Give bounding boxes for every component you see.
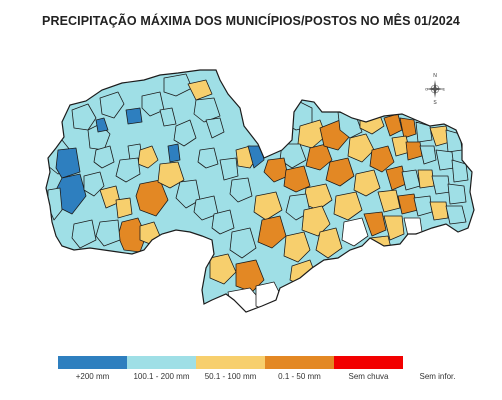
state-border xyxy=(45,69,475,313)
municipality xyxy=(175,179,201,209)
legend-item: 100.1 - 200 mm xyxy=(127,356,196,381)
municipality xyxy=(333,191,363,221)
municipality xyxy=(247,145,265,169)
municipality xyxy=(341,217,369,247)
legend-label: +200 mm xyxy=(75,372,110,381)
municipality xyxy=(353,169,381,197)
municipality xyxy=(263,157,289,183)
municipality xyxy=(55,147,81,179)
municipality xyxy=(159,107,177,127)
municipality xyxy=(209,253,237,285)
legend-label: 100.1 - 200 mm xyxy=(133,372,190,381)
legend-swatch xyxy=(127,356,196,369)
municipality xyxy=(419,145,437,165)
municipality xyxy=(315,227,343,259)
legend-swatch xyxy=(58,356,127,369)
legend-label: Sem infor. xyxy=(419,372,456,381)
municipality xyxy=(115,157,141,183)
municipality xyxy=(167,143,181,163)
legend-label: Sem chuva xyxy=(348,372,389,381)
municipality xyxy=(141,91,165,117)
compass-south: S xyxy=(433,100,437,106)
map-title: PRECIPITAÇÃO MÁXIMA DOS MUNICÍPIOS/POSTO… xyxy=(42,14,460,28)
municipality xyxy=(445,205,467,225)
municipality xyxy=(193,195,219,221)
legend-swatch xyxy=(196,356,265,369)
legend-item: Sem chuva xyxy=(334,356,403,381)
municipality xyxy=(257,215,287,249)
compass-east: E xyxy=(443,87,446,92)
municipality xyxy=(125,107,143,125)
municipality xyxy=(297,119,327,149)
municipality xyxy=(301,205,331,237)
compass-rose-icon: N O E S xyxy=(425,73,446,106)
municipality xyxy=(71,103,97,131)
municipality xyxy=(95,219,121,247)
municipalities-layer xyxy=(46,70,474,312)
legend-item: Sem infor. xyxy=(403,356,472,381)
municipality xyxy=(197,147,219,169)
legend-item: 50.1 - 100 mm xyxy=(196,356,265,381)
municipality xyxy=(187,79,213,101)
municipality xyxy=(83,171,105,197)
compass-north: N xyxy=(433,73,437,79)
municipality xyxy=(71,219,97,249)
municipality xyxy=(95,117,109,133)
legend-item: 0.1 - 50 mm xyxy=(265,356,334,381)
municipality xyxy=(399,117,417,139)
municipality xyxy=(363,211,387,237)
compass-west: O xyxy=(425,87,428,92)
legend: +200 mm 100.1 - 200 mm 50.1 - 100 mm 0.1 - … xyxy=(58,356,472,386)
municipality xyxy=(451,159,469,183)
municipality xyxy=(173,119,197,147)
municipality xyxy=(219,157,239,181)
legend-item: +200 mm xyxy=(58,356,127,381)
legend-label: 50.1 - 100 mm xyxy=(204,372,257,381)
municipality xyxy=(377,189,401,213)
municipality xyxy=(279,143,307,169)
municipality xyxy=(229,227,257,259)
legend-swatch xyxy=(403,356,472,369)
municipality xyxy=(157,161,185,189)
municipality xyxy=(429,201,449,221)
municipality xyxy=(229,177,253,203)
municipality xyxy=(383,215,405,241)
legend-label: 0.1 - 50 mm xyxy=(278,372,321,381)
municipality xyxy=(163,73,193,97)
legend-swatch xyxy=(334,356,403,369)
legend-swatch xyxy=(265,356,334,369)
municipality xyxy=(211,209,235,235)
municipality xyxy=(445,129,463,153)
municipality xyxy=(115,197,133,219)
municipality xyxy=(93,145,115,169)
municipality xyxy=(283,165,311,193)
municipality xyxy=(417,169,435,189)
municipality xyxy=(415,121,433,143)
municipality xyxy=(369,145,395,173)
municipality xyxy=(325,157,355,187)
municipality xyxy=(283,231,311,263)
municipality xyxy=(347,133,375,163)
municipality xyxy=(253,191,283,221)
municipality xyxy=(99,91,125,119)
municipality xyxy=(205,117,225,139)
municipality xyxy=(447,183,467,205)
